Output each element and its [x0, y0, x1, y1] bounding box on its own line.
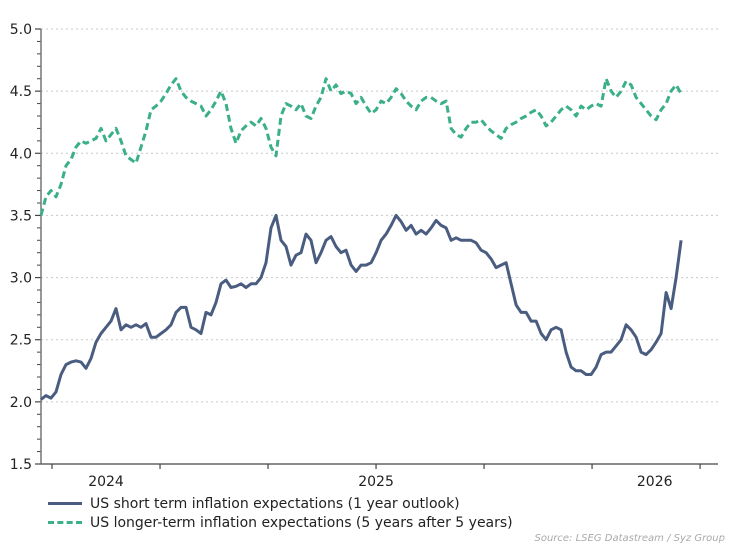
- legend-label: US longer-term inflation expectations (5…: [90, 514, 513, 531]
- legend-item-long-term: US longer-term inflation expectations (5…: [48, 513, 513, 532]
- legend: US short term inflation expectations (1 …: [48, 494, 513, 532]
- legend-swatch-dashed: [48, 521, 82, 524]
- y-tick-label: 4.5: [10, 84, 32, 100]
- y-tick-label: 3.0: [10, 271, 32, 287]
- source-note: Source: LSEG Datastream / Syz Group: [534, 533, 725, 544]
- x-axis-labels: 2024 2025 2026: [88, 474, 672, 490]
- series-lines: [39, 77, 683, 401]
- y-tick-label: 4.0: [10, 146, 32, 162]
- legend-item-short-term: US short term inflation expectations (1 …: [48, 494, 513, 513]
- y-tick-label: 2.0: [10, 395, 32, 411]
- series-line-long-term: [39, 77, 683, 216]
- x-tick-label: 2026: [637, 474, 673, 490]
- x-tick-label: 2025: [358, 474, 394, 490]
- y-tick-label: 5.0: [10, 22, 32, 38]
- y-axis-labels: 1.5 2.0 2.5 3.0 3.5 4.0 4.5 5.0: [10, 22, 32, 473]
- y-tick-label: 3.5: [10, 208, 32, 224]
- series-line-short-term: [40, 213, 683, 401]
- legend-swatch-solid: [48, 502, 82, 505]
- legend-label: US short term inflation expectations (1 …: [90, 495, 460, 512]
- axes: [35, 28, 718, 469]
- y-tick-label: 2.5: [10, 333, 32, 349]
- y-tick-label: 1.5: [10, 457, 32, 473]
- x-tick-label: 2024: [88, 474, 124, 490]
